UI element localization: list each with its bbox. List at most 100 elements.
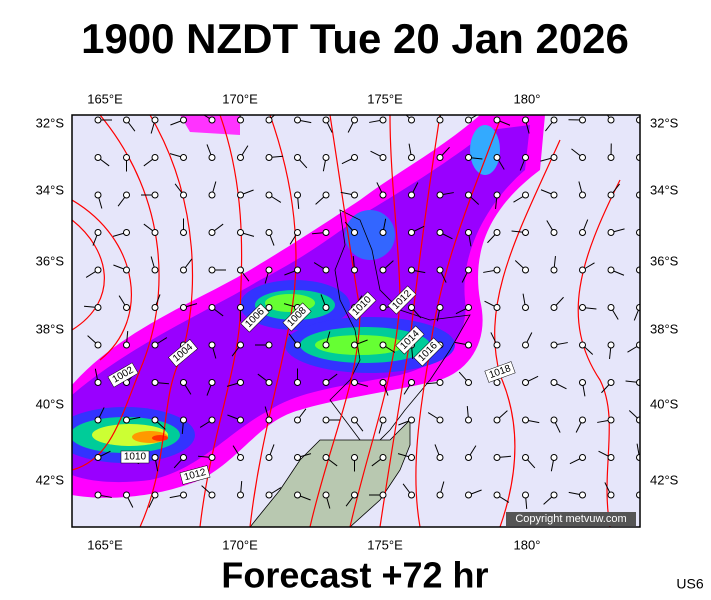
barb-station bbox=[208, 491, 216, 499]
lat-label: 42°S bbox=[650, 472, 679, 487]
barb-station bbox=[265, 229, 273, 236]
coordinate-labels: 165°E 165°E 170°E 170°E 175°E 175°E 180° 180° 32… bbox=[36, 91, 679, 552]
isobar-label-box bbox=[179, 465, 211, 485]
barb-station bbox=[607, 266, 615, 274]
lat-label: 36°S bbox=[650, 253, 679, 268]
barb-station bbox=[465, 191, 472, 199]
barb-station bbox=[550, 154, 558, 161]
barb-station bbox=[237, 191, 244, 199]
barb-station bbox=[180, 379, 187, 386]
isobar-label-box bbox=[387, 285, 417, 315]
barb-station bbox=[180, 191, 187, 199]
barb-station bbox=[522, 154, 529, 161]
barb-station bbox=[180, 266, 187, 274]
barb-station bbox=[579, 454, 586, 461]
barb-station bbox=[94, 341, 102, 349]
barb-station bbox=[294, 416, 301, 424]
barb-station bbox=[465, 341, 472, 349]
lat-label: 40°S bbox=[36, 396, 65, 411]
barb-station bbox=[408, 191, 415, 199]
barb-station bbox=[493, 491, 501, 499]
lat-label: 34°S bbox=[650, 182, 679, 197]
barb-station bbox=[408, 266, 415, 274]
barb-station bbox=[180, 416, 187, 424]
barb-station bbox=[436, 229, 444, 236]
barb-station bbox=[151, 379, 159, 386]
barb-station bbox=[465, 116, 472, 124]
barb-station bbox=[579, 191, 586, 199]
barb-station bbox=[322, 341, 330, 349]
barb-station bbox=[607, 416, 615, 424]
lon-label: 170°E bbox=[222, 537, 258, 552]
barb-station bbox=[180, 154, 187, 161]
barb-station bbox=[237, 491, 244, 499]
barb-station bbox=[579, 116, 586, 124]
barb-station bbox=[94, 116, 102, 124]
barb-station bbox=[294, 266, 301, 274]
barb-station bbox=[265, 191, 273, 199]
barb-station bbox=[322, 116, 330, 124]
barb-station bbox=[94, 266, 102, 274]
barb-station bbox=[322, 191, 330, 199]
barb-station bbox=[579, 416, 586, 424]
barb-station bbox=[379, 341, 387, 349]
barb-station bbox=[436, 191, 444, 199]
barb-station bbox=[351, 229, 358, 236]
barb-station bbox=[351, 266, 358, 274]
barb-station bbox=[208, 416, 216, 424]
barb-station bbox=[550, 341, 558, 349]
isobar-label: 1012 bbox=[179, 465, 211, 485]
barb-station bbox=[493, 191, 501, 199]
barb-station bbox=[294, 116, 301, 124]
barb-station bbox=[94, 454, 102, 461]
barb-station bbox=[408, 379, 415, 386]
barb-station bbox=[94, 304, 102, 311]
barb-station bbox=[180, 454, 187, 461]
barb-station bbox=[294, 191, 301, 199]
isobar-label-box bbox=[120, 450, 150, 464]
lat-label: 36°S bbox=[36, 253, 65, 268]
lon-label: 175°E bbox=[367, 537, 403, 552]
barb-station bbox=[94, 191, 102, 199]
barb-staff bbox=[639, 156, 640, 158]
barb-station bbox=[180, 304, 187, 311]
map-frame bbox=[71, 114, 641, 528]
barb-station bbox=[522, 304, 529, 311]
barb-station bbox=[493, 304, 501, 311]
barb-station bbox=[408, 154, 415, 161]
barb-station bbox=[408, 416, 415, 424]
barb-station bbox=[151, 304, 159, 311]
lat-label: 42°S bbox=[36, 472, 65, 487]
barb-station bbox=[322, 379, 330, 386]
barb-station bbox=[322, 304, 330, 311]
barb-station bbox=[237, 154, 244, 161]
barb-station bbox=[151, 266, 159, 274]
barb-station bbox=[550, 116, 558, 124]
barb-station bbox=[265, 266, 273, 274]
barb-station bbox=[123, 416, 130, 424]
barb-station bbox=[607, 341, 615, 349]
barb-station bbox=[123, 491, 130, 499]
barb-station bbox=[607, 116, 615, 124]
barb-station bbox=[180, 229, 187, 236]
barb-station bbox=[123, 341, 130, 349]
barb-station bbox=[522, 491, 529, 499]
barb-station bbox=[550, 379, 558, 386]
isobar-label-box bbox=[395, 325, 425, 355]
barb-station bbox=[322, 154, 330, 161]
barb-station bbox=[522, 379, 529, 386]
barb-station bbox=[123, 191, 130, 199]
barb-station bbox=[123, 154, 130, 161]
barb-station bbox=[123, 304, 130, 311]
barb-station bbox=[94, 491, 102, 499]
barb-station bbox=[379, 191, 387, 199]
barb-station bbox=[379, 304, 387, 311]
barb-station bbox=[151, 116, 159, 124]
barb-station bbox=[351, 116, 358, 124]
barb-station bbox=[294, 154, 301, 161]
barb-station bbox=[151, 191, 159, 199]
barb-station bbox=[408, 454, 415, 461]
barb-station bbox=[237, 229, 244, 236]
barb-station bbox=[208, 454, 216, 461]
barb-station bbox=[123, 229, 130, 236]
